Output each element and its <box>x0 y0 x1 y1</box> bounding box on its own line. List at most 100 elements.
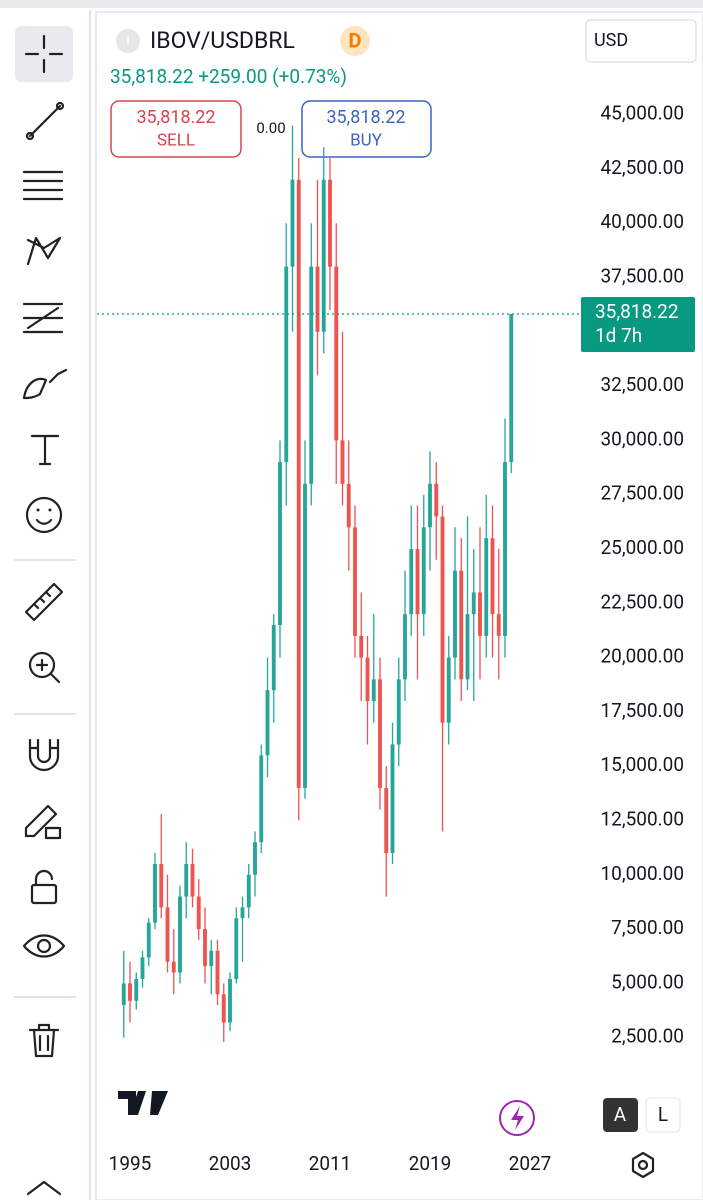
buy-label: BUY <box>350 130 383 150</box>
candle-body <box>459 570 464 680</box>
pattern-tool[interactable] <box>26 236 62 266</box>
candle-body <box>315 266 320 332</box>
candle-body <box>290 179 295 267</box>
trend-line-dot <box>25 131 35 141</box>
settings-button[interactable] <box>631 1151 655 1179</box>
last-price-label: 35,818.22 <box>595 300 679 323</box>
x-tick-label: 2011 <box>309 1152 352 1175</box>
y-tick-label: 22,500.00 <box>601 590 685 613</box>
candle-body <box>184 863 189 897</box>
candle-body <box>365 657 370 702</box>
currency: USD <box>594 30 628 51</box>
sell-button[interactable] <box>110 100 242 158</box>
x-tick-label: 2019 <box>409 1152 452 1175</box>
spread: 0.00 <box>256 119 285 137</box>
candle-body <box>234 918 239 980</box>
emoji-tool[interactable] <box>25 496 63 534</box>
candle-body <box>259 755 264 843</box>
unlock-shackle <box>34 869 54 887</box>
tv-logo[interactable] <box>118 1091 168 1115</box>
y-tick-label: 15,000.00 <box>601 753 685 776</box>
y-tick-label: 2,500.00 <box>611 1025 684 1048</box>
x-tick-label: 2027 <box>509 1152 552 1175</box>
candle-body <box>465 614 470 680</box>
crosshair-tool[interactable] <box>15 26 73 82</box>
candle-body <box>221 994 226 1023</box>
candle-body <box>165 907 170 962</box>
candle-body <box>503 462 507 636</box>
zoom-icon <box>35 658 61 684</box>
candle-body <box>478 592 482 636</box>
interval-badge <box>340 26 370 56</box>
x-tick-label: 1995 <box>109 1152 152 1175</box>
candle-body <box>378 679 382 788</box>
symbol-logo <box>116 29 140 53</box>
crosshair-icon <box>24 34 64 74</box>
forecast-tool[interactable] <box>22 302 64 334</box>
candle-body <box>421 527 426 615</box>
candle-body <box>209 950 214 967</box>
emoji-eye <box>48 508 52 512</box>
y-tick-label: 45,000.00 <box>601 102 685 125</box>
sell-label: SELL <box>157 130 195 150</box>
last-price-tag <box>581 297 695 353</box>
y-tick-label: 30,000.00 <box>601 427 685 450</box>
candle-body <box>265 690 270 756</box>
candle-body <box>428 483 432 528</box>
candle-body <box>509 314 514 463</box>
interval[interactable]: D <box>349 28 362 52</box>
text-tool[interactable] <box>30 434 60 466</box>
chart-panel <box>95 11 703 1200</box>
zoom-tool[interactable] <box>28 651 56 679</box>
trend-line-dot <box>55 101 65 111</box>
auto-scale: A <box>614 1103 627 1126</box>
candle-body <box>340 440 345 484</box>
candle-body <box>240 907 245 919</box>
lock-icon <box>44 826 62 840</box>
log-scale-button[interactable] <box>645 1097 681 1133</box>
magnet-tool[interactable] <box>28 738 60 772</box>
log-scale: L <box>658 1103 668 1126</box>
delete-tool[interactable] <box>28 1023 60 1058</box>
candle-body <box>134 979 139 1001</box>
candle-body <box>303 483 307 788</box>
candle-body <box>253 842 257 875</box>
candle-body <box>396 679 401 745</box>
trend-line-tool[interactable] <box>28 104 62 138</box>
emoji-eye <box>36 508 40 512</box>
y-tick-label: 32,500.00 <box>601 373 685 396</box>
lock-drawing-tool[interactable] <box>24 804 58 838</box>
ruler-tool[interactable] <box>24 582 64 622</box>
quote: 35,818.22 +259.00 (+0.73%) <box>110 65 347 88</box>
candle-body <box>384 787 389 854</box>
candle-body <box>328 179 332 267</box>
buy-button[interactable] <box>301 100 432 158</box>
buy-price: 35,818.22 <box>326 107 405 128</box>
symbol[interactable]: IBOV/USDBRL <box>150 27 295 54</box>
candle-body <box>128 983 132 1001</box>
candle-body <box>390 744 395 854</box>
candle-body <box>171 961 176 973</box>
candle-body <box>346 483 351 528</box>
currency-button[interactable] <box>585 19 697 63</box>
candle-body <box>434 483 439 517</box>
candle-body <box>309 266 314 484</box>
candle-body <box>246 874 251 908</box>
y-tick-label: 7,500.00 <box>611 916 684 939</box>
auto-scale-button[interactable] <box>603 1098 638 1132</box>
flash-icon <box>511 1106 524 1130</box>
sell-price: 35,818.22 <box>136 107 215 128</box>
candle-body <box>471 592 476 615</box>
symbol-logo-text: I <box>126 34 130 49</box>
candle-body <box>271 625 276 691</box>
candle-body <box>403 614 407 680</box>
plot: 2,500.00 5,000.00 7,500.00 10,000.00 12,500.… <box>97 102 695 1175</box>
hide-tool[interactable] <box>22 934 66 958</box>
candle-body <box>446 657 451 723</box>
y-tick-label: 25,000.00 <box>601 536 685 559</box>
brush-tool[interactable] <box>22 368 68 400</box>
layers-tool[interactable] <box>26 1180 62 1196</box>
fib-tool[interactable] <box>22 170 64 201</box>
unlock-tool[interactable] <box>30 883 58 905</box>
